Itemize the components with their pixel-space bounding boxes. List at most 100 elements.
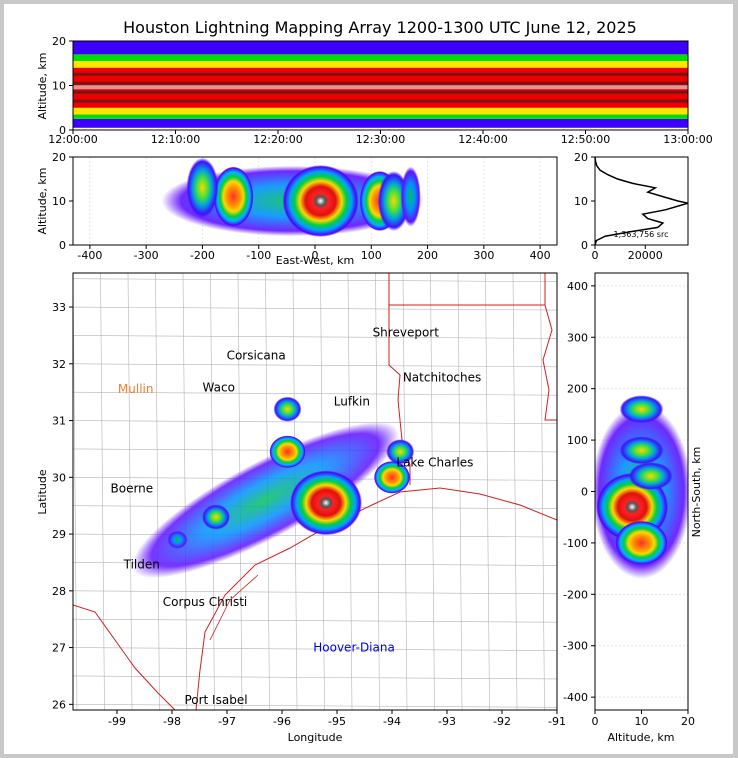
county-line [73,335,557,339]
x-tick-label: -97 [218,715,236,728]
x-tick-label: -400 [77,249,102,262]
altitude-time-panel: 0 10 20 12:00:00 12:10:00 12:20:00 12:30:00 12:… [36,35,713,146]
storm-cell [386,439,415,465]
x-tick-label: 0 [312,249,319,262]
county-line [127,273,133,710]
altitude-time-sources [73,41,688,128]
altitude-east-west-ticks: -400 -300 -200 -100 0 100 200 300 400 0 10 20 [52,151,551,262]
city-label: Corsicana [227,348,286,362]
city-label: Shreveport [373,326,440,340]
y-tick-label: 0 [581,486,588,499]
x-tick-label: -93 [438,715,456,728]
county-line [73,273,78,710]
x-tick-label: 200 [417,249,438,262]
city-label: Mullin [118,382,154,396]
altitude-histogram-curve [594,156,689,246]
altitude-east-west-ylabel: Altitude, km [36,167,49,234]
storm-band [131,422,400,579]
storm-cell [628,462,673,491]
y-tick-label: 0 [581,239,588,252]
y-tick-label: 30 [52,471,66,484]
y-tick-label: 20 [52,35,66,48]
storm-cell [400,166,421,227]
mexico-border-line [73,604,176,710]
x-tick-label: 12:30:00 [356,133,405,146]
x-tick-label: 12:50:00 [561,133,610,146]
county-line [375,273,380,710]
altitude-east-west-xlabel: East-West, km [276,254,354,267]
y-tick-label: 0 [59,239,66,252]
city-label: Lake Charles [396,456,473,470]
storm-cell [282,165,359,237]
x-tick-label: -98 [163,715,181,728]
north-south-altitude-panel: 0 10 20 -400 -300 -200 -100 0 100 200 300 400 Altit… [563,272,703,744]
x-tick-label: 400 [530,249,551,262]
county-line [73,590,557,595]
figure-canvas [4,4,733,754]
y-tick-label: 10 [574,195,588,208]
county-line [155,273,160,710]
y-tick-label: -300 [563,640,588,653]
north-south-sources [595,395,688,579]
y-tick-label: 32 [52,358,66,371]
plan-view-map-panel: Shreveport Corsicana Natchitoches Mullin Wac… [36,272,566,744]
x-tick-label: -99 [108,715,126,728]
dense-source-streak [73,72,688,76]
x-tick-label: -91 [548,715,566,728]
storm-cell [374,461,410,494]
storm-cell [619,395,664,424]
altitude-histogram-panel: 0 20000 0 10 20 1,363,756 src [574,151,689,262]
north-south-xlabel: Altitude, km [607,731,674,744]
storm-cell [167,530,188,549]
y-tick-label: 33 [52,301,66,314]
county-line [182,273,188,710]
y-tick-label: 28 [52,585,66,598]
county-line [73,363,557,368]
storm-cell [290,470,362,536]
y-tick-label: 20 [52,151,66,164]
north-south-ticks: 0 10 20 -400 -300 -200 -100 0 100 200 300 400 [563,280,695,728]
county-line [73,306,557,311]
altitude-east-west-sources [161,157,424,237]
y-tick-label: -100 [563,537,588,550]
altitude-east-west-panel: -400 -300 -200 -100 0 100 200 300 400 0 10 20 East-… [36,151,558,267]
source-layer [73,118,688,128]
x-tick-label: 100 [361,249,382,262]
city-label: Natchitoches [403,370,481,384]
map-ticks: -99 -98 -97 -96 -95 -94 -93 -92 -91 26 27 28 29 30 31 3… [52,301,566,728]
county-line [73,391,557,396]
map-frame [72,272,558,711]
y-tick-label: 20 [574,151,588,164]
storm-cell [269,435,306,468]
source-count-label: 1,363,756 src [614,230,669,239]
county-line [430,273,435,710]
source-layer [73,61,688,68]
y-tick-label: 31 [52,415,66,428]
y-tick-label: 10 [52,195,66,208]
y-tick-label: -400 [563,691,588,704]
map-layers: Shreveport Corsicana Natchitoches Mullin Wac… [73,273,557,710]
altitude-time-ticks: 0 10 20 12:00:00 12:10:00 12:20:00 12:30:00 12:… [48,35,712,146]
y-tick-label: 200 [567,383,588,396]
county-line [73,278,557,282]
storm-sources [131,396,415,579]
y-tick-label: 27 [52,642,66,655]
storm-cell [619,436,664,465]
county-line [73,533,557,538]
x-tick-label: -95 [328,715,346,728]
y-tick-label: 26 [52,698,66,711]
county-line [540,273,545,710]
x-tick-label: 0 [592,715,599,728]
storm-cell [186,157,219,218]
x-tick-label: -96 [273,715,291,728]
north-south-ylabel: North-South, km [690,447,703,538]
texas-louisiana-border [388,273,411,485]
x-tick-label: 12:20:00 [253,133,302,146]
dense-source-streak [73,81,688,85]
x-tick-label: -100 [246,249,271,262]
city-label: Corpus Christi [163,595,248,609]
city-label: Port Isabel [184,693,247,707]
city-label: Boerne [111,482,154,496]
